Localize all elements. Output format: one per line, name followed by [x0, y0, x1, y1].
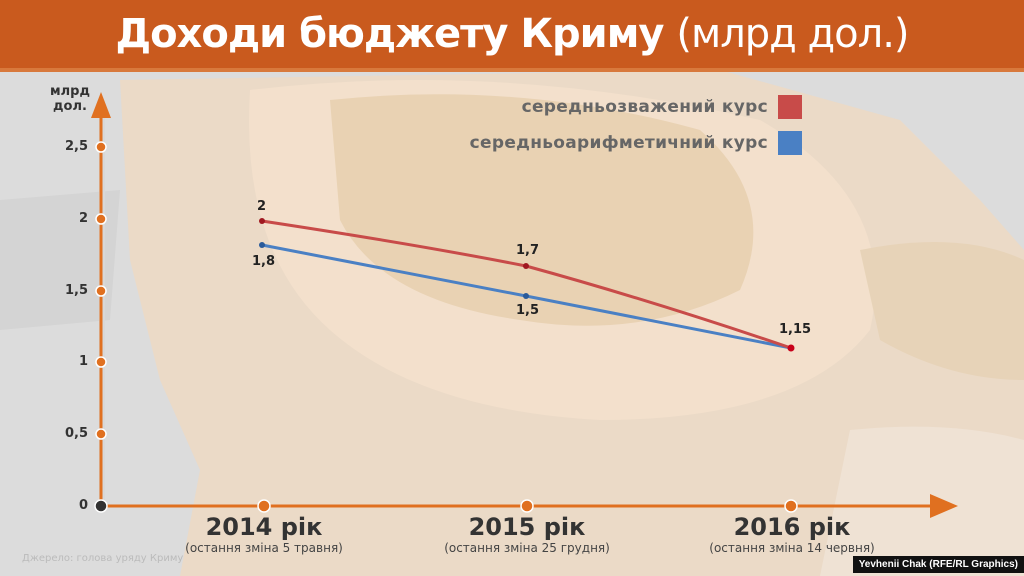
x-tick-note: (остання зміна 14 червня)	[709, 541, 875, 555]
x-tick-year: 2016 рік	[733, 513, 851, 541]
legend-item-weighted: середньозважений курс	[470, 90, 802, 124]
data-label: 1,5	[516, 303, 540, 318]
data-point	[787, 344, 795, 352]
y-axis-label-line: млрд	[50, 84, 90, 99]
data-point	[259, 242, 265, 248]
legend-swatch-red	[778, 95, 802, 119]
legend-label: середньозважений курс	[521, 97, 768, 117]
x-tick-2016: 2016 рік (остання зміна 14 червня)	[672, 514, 912, 556]
data-label: 1,8	[252, 254, 276, 269]
x-tick-note: (остання зміна 5 травня)	[185, 541, 343, 555]
y-tick-label: 1	[78, 354, 88, 369]
x-tick-2015: 2015 рік (остання зміна 25 грудня)	[407, 514, 647, 556]
x-tick-year: 2015 рік	[468, 513, 586, 541]
data-point	[259, 218, 265, 224]
y-tick-label: 2	[78, 211, 88, 226]
y-tick-label: 0,5	[64, 426, 88, 441]
y-tick-label: 1,5	[64, 283, 88, 298]
y-tick-label: 2,5	[64, 139, 88, 154]
y-axis-label-line: дол.	[53, 99, 87, 114]
data-point	[523, 263, 529, 269]
x-tick-2014: 2014 рік (остання зміна 5 травня)	[144, 514, 384, 556]
y-tick-label: 0	[78, 498, 88, 513]
data-label: 1,7	[516, 243, 540, 258]
x-axis-arrow-icon	[930, 494, 958, 518]
legend: середньозважений курс середньоарифметичн…	[470, 90, 802, 162]
data-label: 1,15	[779, 322, 812, 337]
title-unit: (млрд дол.)	[676, 11, 909, 57]
y-axis-arrow-icon	[91, 92, 111, 118]
source-note: Джерело: голова уряду Криму	[22, 553, 184, 564]
data-point	[523, 293, 529, 299]
title-bar: Доходи бюджету Криму (млрд дол.)	[0, 0, 1024, 72]
y-tick-markers	[94, 141, 108, 513]
legend-swatch-blue	[778, 131, 802, 155]
data-label: 2	[257, 199, 267, 214]
series-weighted-line	[261, 219, 792, 350]
y-axis-label: млрд дол.	[50, 84, 90, 114]
chart-title: Доходи бюджету Криму (млрд дол.)	[115, 11, 909, 57]
legend-item-arithmetic: середньоарифметичний курс	[470, 126, 802, 160]
x-tick-markers	[257, 499, 798, 513]
legend-label: середньоарифметичний курс	[469, 133, 768, 153]
x-tick-year: 2014 рік	[205, 513, 323, 541]
credit-badge: Yevhenii Chak (RFE/RL Graphics)	[852, 556, 1024, 573]
title-main: Доходи бюджету Криму	[115, 11, 664, 57]
x-tick-note: (остання зміна 25 грудня)	[444, 541, 610, 555]
